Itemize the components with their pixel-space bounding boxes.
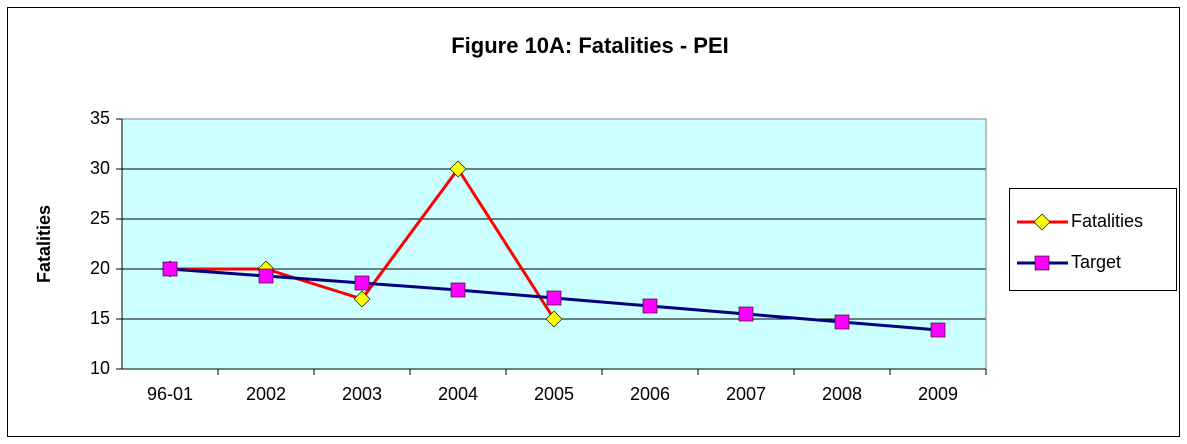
data-point [834, 314, 850, 330]
plot-background [122, 119, 986, 369]
x-tick-label: 2005 [534, 384, 574, 404]
y-tick-label: 30 [90, 158, 110, 178]
chart-title: Figure 10A: Fatalities - PEI [451, 33, 729, 58]
y-tick-label: 15 [90, 308, 110, 328]
data-point [738, 306, 754, 322]
legend-label: Target [1071, 252, 1121, 272]
data-point [930, 322, 946, 338]
data-point [353, 290, 371, 308]
x-tick-label: 2002 [246, 384, 286, 404]
y-tick-label: 35 [90, 108, 110, 128]
legend-label: Fatalities [1071, 211, 1143, 231]
x-tick-label: 96-01 [147, 384, 193, 404]
data-point [450, 282, 466, 298]
data-point [642, 298, 658, 314]
data-point [162, 261, 178, 277]
x-tick-label: 2007 [726, 384, 766, 404]
y-axis-label: Fatalities [34, 205, 54, 283]
data-point [545, 310, 563, 328]
x-tick-label: 2003 [342, 384, 382, 404]
y-tick-label: 10 [90, 358, 110, 378]
x-tick-label: 2008 [822, 384, 862, 404]
x-tick-label: 2004 [438, 384, 478, 404]
data-point [258, 268, 274, 284]
x-tick-label: 2009 [918, 384, 958, 404]
y-tick-label: 20 [90, 258, 110, 278]
x-tick-label: 2006 [630, 384, 670, 404]
data-point [449, 160, 467, 178]
data-point [354, 275, 370, 291]
legend-marker [1033, 213, 1051, 231]
data-point [546, 290, 562, 306]
y-tick-label: 25 [90, 208, 110, 228]
legend-marker [1034, 255, 1050, 271]
legend-box [1009, 188, 1177, 291]
